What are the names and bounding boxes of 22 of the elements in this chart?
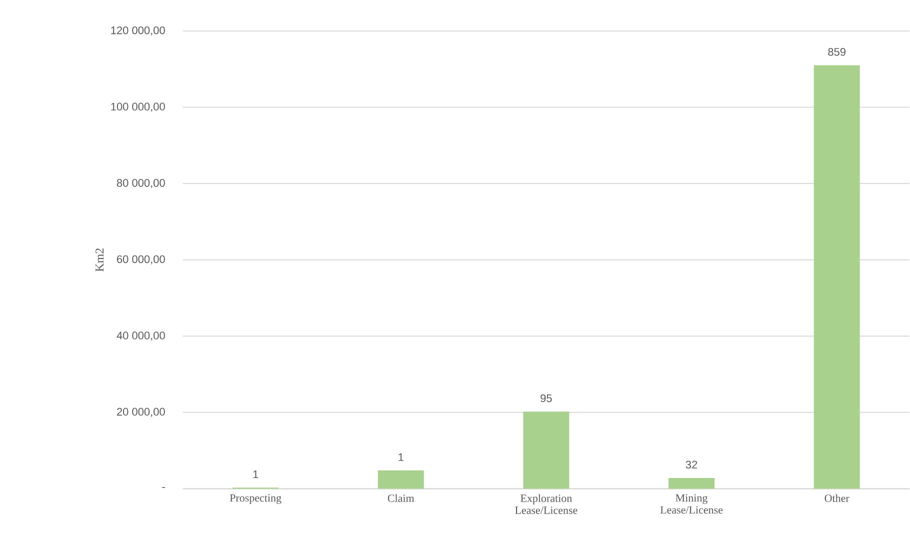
y-tick-label: 120 000,00 [111,26,165,36]
y-tick-label: 40 000,00 [116,332,165,341]
x-tick-label: Mining Lease/License [660,494,723,514]
y-tick-label: 60 000,00 [117,255,165,265]
annotation: 1 [398,453,404,462]
x-tick-label: Prospecting [230,494,282,504]
y-tick-label: 80 000,00 [116,179,165,188]
annotation: 1 [253,470,258,478]
y-axis-title: Km2 [96,248,104,272]
y-tick-label: - [162,487,165,488]
x-tick-label: Exploration Lease/License [515,494,578,514]
bar [378,470,424,489]
y-tick-label: 20 000,00 [117,408,165,418]
bar [523,412,570,489]
bar [814,65,860,489]
annotation: 32 [686,460,698,469]
x-tick-label: Claim [388,494,414,502]
bar [668,478,715,489]
annotation: 95 [540,394,552,402]
y-tick-label: 100 000,00 [111,102,165,112]
x-tick-label: Other [824,494,850,502]
annotation: 859 [828,48,846,56]
